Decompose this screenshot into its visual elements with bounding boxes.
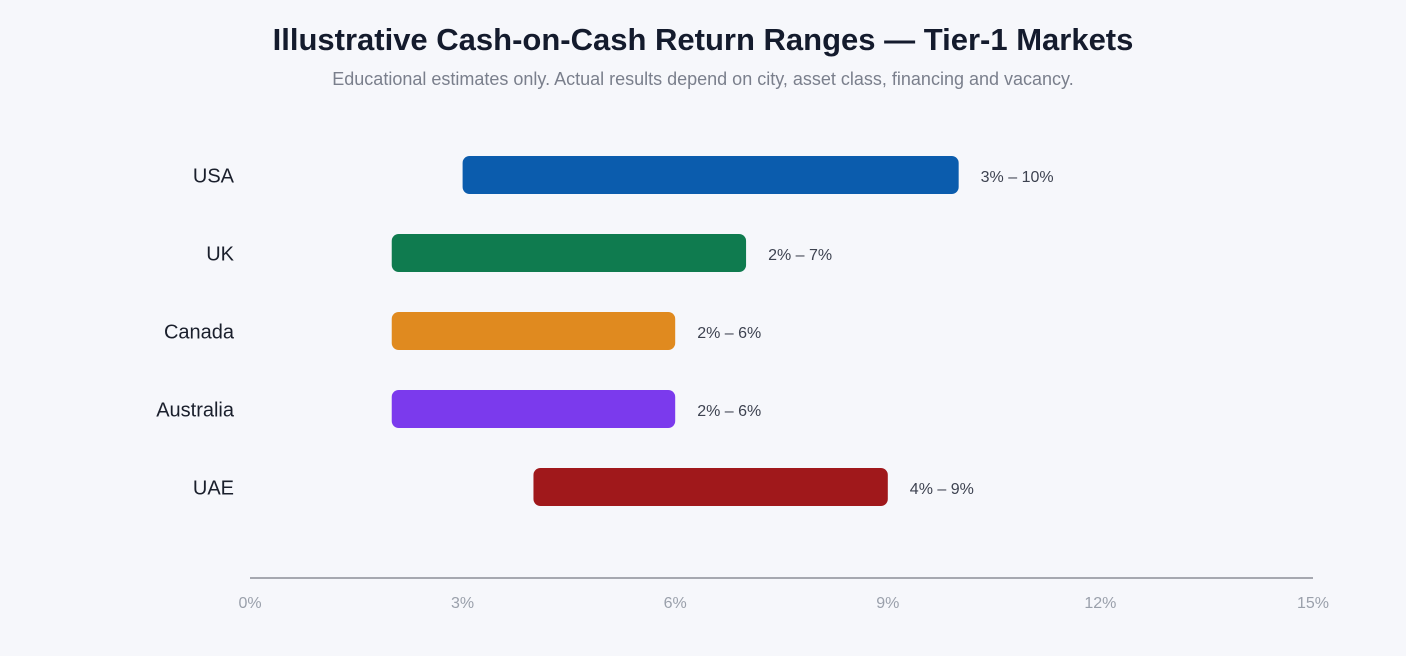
range-value-label: 3% – 10% <box>981 169 1054 186</box>
x-tick-label: 6% <box>664 595 687 612</box>
bars-layer: USA 3% – 10% UK 2% – 7% Canada 2% – 6% Austral… <box>156 156 1054 506</box>
chart-subtitle: Educational estimates only. Actual resul… <box>332 69 1074 89</box>
range-bar <box>391 312 676 350</box>
range-bar <box>533 468 888 506</box>
range-bar <box>391 234 747 272</box>
category-label: USA <box>193 165 235 187</box>
range-bar <box>391 390 676 428</box>
category-label: UK <box>206 243 234 265</box>
range-bar <box>462 156 959 194</box>
range-value-label: 2% – 7% <box>768 247 832 264</box>
x-tick-label: 9% <box>876 595 899 612</box>
x-tick-label: 3% <box>451 595 474 612</box>
category-label: Australia <box>156 399 235 421</box>
category-label: UAE <box>193 477 234 499</box>
x-tick-label: 15% <box>1297 595 1329 612</box>
category-label: Canada <box>164 321 235 343</box>
chart-title: Illustrative Cash-on-Cash Return Ranges … <box>272 22 1134 57</box>
x-tick-label: 12% <box>1084 595 1116 612</box>
range-value-label: 2% – 6% <box>697 325 761 342</box>
range-value-label: 4% – 9% <box>910 481 974 498</box>
x-axis-ticks: 0% 3% 6% 9% 12% 15% <box>238 595 1329 612</box>
range-value-label: 2% – 6% <box>697 403 761 420</box>
x-tick-label: 0% <box>238 595 261 612</box>
